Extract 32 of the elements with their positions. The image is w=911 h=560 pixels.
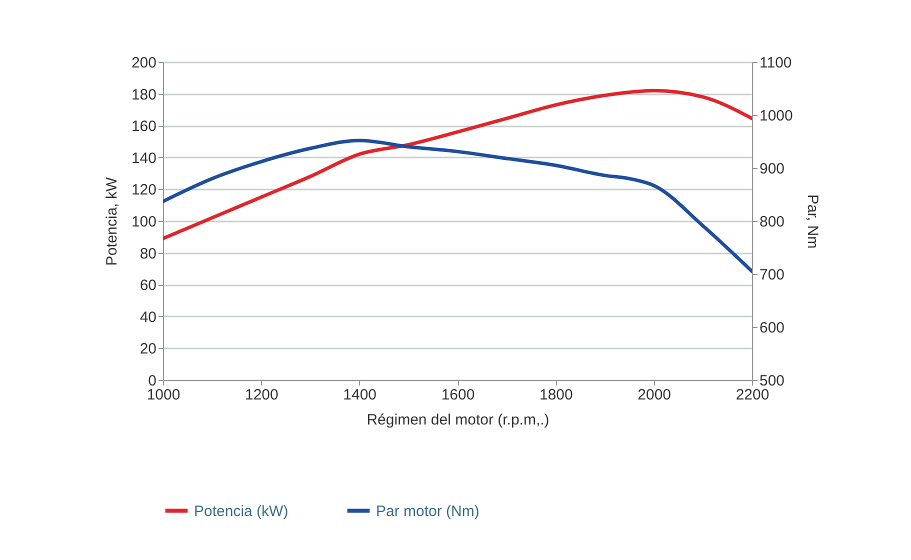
y-tick-label: 80 xyxy=(140,245,156,262)
x-tick-label: 1600 xyxy=(441,386,475,404)
y-tick-label: 20 xyxy=(140,340,156,358)
x-tick-label: 1400 xyxy=(343,386,377,404)
y2-tick-label: 600 xyxy=(760,320,785,336)
legend-label: Potencia (kW) xyxy=(194,502,288,520)
y2-tick-label: 1100 xyxy=(760,54,792,72)
y-tick-label: 180 xyxy=(131,86,156,104)
y2-axis-title: Par, Nm xyxy=(804,194,821,249)
line-series xyxy=(163,138,752,274)
y-tick-label: 100 xyxy=(131,214,156,230)
y-tick-label: 0 xyxy=(148,372,156,390)
x-axis-title: Régimen del motor (r.p.m,.) xyxy=(366,412,550,428)
y2-tick-label: 800 xyxy=(760,214,785,230)
line-series xyxy=(163,88,752,240)
y-tick-label: 200 xyxy=(131,54,156,72)
y-tick-label: 40 xyxy=(140,308,156,326)
x-tick-label: 2000 xyxy=(638,386,672,404)
y-tick-label: 160 xyxy=(131,118,156,136)
y-tick-label: 140 xyxy=(131,150,156,167)
y2-tick-label: 700 xyxy=(760,266,785,284)
x-tick-label: 1200 xyxy=(244,386,278,404)
y-tick-label: 120 xyxy=(131,182,156,199)
y2-tick-label: 900 xyxy=(760,160,785,178)
x-tick-label: 2200 xyxy=(736,386,770,404)
y2-tick-label: 500 xyxy=(760,372,785,390)
legend-label: Par motor (Nm) xyxy=(376,502,480,520)
x-tick-label: 1800 xyxy=(539,386,573,404)
y-tick-label: 60 xyxy=(140,277,156,294)
y2-tick-label: 1000 xyxy=(760,108,793,124)
x-tick-label: 1000 xyxy=(146,386,180,404)
y-axis-title: Potencia, kW xyxy=(103,176,120,266)
